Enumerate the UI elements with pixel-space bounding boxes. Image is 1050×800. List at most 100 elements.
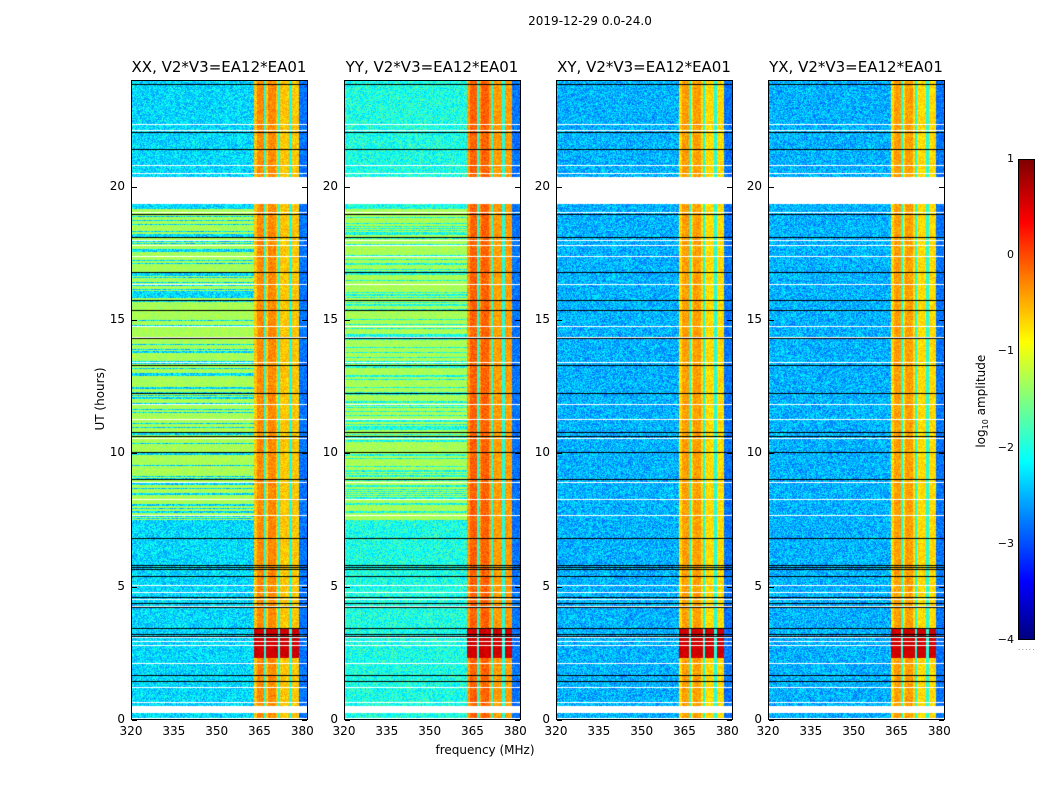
y-tick-mark xyxy=(769,453,774,455)
y-tick-mark xyxy=(345,186,350,188)
spectrogram-image xyxy=(769,81,944,719)
y-tick-label: 5 xyxy=(117,578,125,593)
x-tick-label: 335 xyxy=(799,724,823,738)
x-tick-label: 350 xyxy=(842,724,866,738)
y-tick-mark xyxy=(345,453,350,455)
y-tick-mark xyxy=(939,586,944,588)
chart-title: 2019-12-29 0.0-24.0 xyxy=(528,14,652,28)
y-tick-mark xyxy=(132,453,137,455)
y-tick-label: 10 xyxy=(322,445,338,460)
x-tick-label: 380 xyxy=(927,724,951,738)
spectrogram-image xyxy=(132,81,307,719)
y-tick-label: 20 xyxy=(746,178,762,193)
y-tick-mark xyxy=(769,186,774,188)
x-tick-label: 365 xyxy=(885,724,908,738)
y-tick-mark xyxy=(769,720,774,721)
colorbar-tick-label: −4 xyxy=(997,633,1014,646)
x-tick-label: 335 xyxy=(375,724,399,738)
panel-title: YY, V2*V3=EA12*EA01 xyxy=(345,58,519,76)
y-tick-mark xyxy=(345,320,350,321)
y-tick-mark xyxy=(515,586,520,588)
y-tick-label: 0 xyxy=(330,712,338,726)
y-tick-mark xyxy=(132,720,137,721)
y-tick-mark xyxy=(727,320,732,321)
y-tick-label: 15 xyxy=(746,312,762,326)
y-tick-label: 15 xyxy=(109,312,125,326)
y-tick-mark xyxy=(302,186,307,188)
y-tick-label: 15 xyxy=(322,312,338,326)
y-tick-label: 5 xyxy=(542,578,550,593)
x-tick-label: 335 xyxy=(162,724,186,738)
colorbar xyxy=(1018,159,1035,640)
y-tick-mark xyxy=(939,186,944,188)
x-tick-label: 335 xyxy=(587,724,611,738)
x-tick-label: 380 xyxy=(503,724,527,738)
colorbar-label: log10 amplitude xyxy=(973,354,991,448)
y-tick-mark xyxy=(939,320,944,321)
x-tick-label: 320 xyxy=(332,724,356,738)
spectrogram-panel-xx xyxy=(131,80,308,720)
colorbar-tick-label: −2 xyxy=(997,440,1014,454)
y-tick-mark xyxy=(302,720,307,721)
y-tick-mark xyxy=(345,720,350,721)
x-tick-label: 320 xyxy=(756,724,780,738)
x-tick-label: 365 xyxy=(248,724,271,738)
colorbar-tick-label: 1 xyxy=(1007,152,1014,165)
x-tick-label: 350 xyxy=(205,724,229,738)
y-tick-mark xyxy=(515,720,520,721)
y-tick-label: 0 xyxy=(117,712,125,726)
x-tick-label: 320 xyxy=(119,724,143,738)
spectrogram-panel-yx xyxy=(768,80,945,720)
y-tick-mark xyxy=(302,586,307,588)
y-tick-label: 5 xyxy=(330,578,338,593)
y-tick-label: 0 xyxy=(542,712,550,726)
y-tick-mark xyxy=(557,453,562,455)
panel-title: XX, V2*V3=EA12*EA01 xyxy=(131,58,307,76)
y-tick-mark xyxy=(302,320,307,321)
y-tick-label: 20 xyxy=(534,178,550,193)
y-tick-mark xyxy=(345,586,350,588)
y-tick-label: 20 xyxy=(109,178,125,193)
x-tick-label: 320 xyxy=(544,724,568,738)
y-tick-label: 0 xyxy=(754,712,762,726)
y-tick-mark xyxy=(132,186,137,188)
colorbar-tick-label: −3 xyxy=(997,536,1014,550)
y-tick-label: 10 xyxy=(534,445,550,460)
y-tick-mark xyxy=(557,586,562,588)
y-tick-mark xyxy=(557,186,562,188)
spectrogram-image xyxy=(345,81,520,719)
y-tick-mark xyxy=(727,720,732,721)
x-tick-label: 380 xyxy=(290,724,314,738)
y-tick-label: 20 xyxy=(322,178,338,193)
y-tick-mark xyxy=(769,320,774,321)
y-tick-mark xyxy=(769,586,774,588)
spectrogram-image xyxy=(557,81,732,719)
y-axis-label: UT (hours) xyxy=(93,367,107,431)
x-tick-label: 365 xyxy=(673,724,696,738)
y-tick-mark xyxy=(727,586,732,588)
y-tick-mark xyxy=(727,453,732,455)
y-tick-mark xyxy=(132,586,137,588)
y-tick-mark xyxy=(939,720,944,721)
y-tick-mark xyxy=(939,453,944,455)
x-tick-label: 365 xyxy=(461,724,484,738)
y-tick-label: 10 xyxy=(746,445,762,460)
y-tick-mark xyxy=(557,720,562,721)
x-tick-label: 380 xyxy=(715,724,739,738)
y-tick-mark xyxy=(515,186,520,188)
panel-title: XY, V2*V3=EA12*EA01 xyxy=(557,58,731,76)
x-tick-label: 350 xyxy=(630,724,654,738)
panel-title: YX, V2*V3=EA12*EA01 xyxy=(769,58,943,76)
x-tick-label: 350 xyxy=(418,724,442,738)
y-tick-mark xyxy=(557,320,562,321)
y-tick-label: 10 xyxy=(109,445,125,460)
y-tick-mark xyxy=(515,320,520,321)
colorbar-dots: ..... xyxy=(1018,643,1036,652)
y-tick-mark xyxy=(302,453,307,455)
y-tick-label: 5 xyxy=(754,578,762,593)
colorbar-tick-label: −1 xyxy=(997,344,1014,358)
colorbar-tick-label: 0 xyxy=(1007,248,1014,262)
y-tick-mark xyxy=(727,186,732,188)
y-tick-mark xyxy=(515,453,520,455)
y-tick-label: 15 xyxy=(534,312,550,326)
